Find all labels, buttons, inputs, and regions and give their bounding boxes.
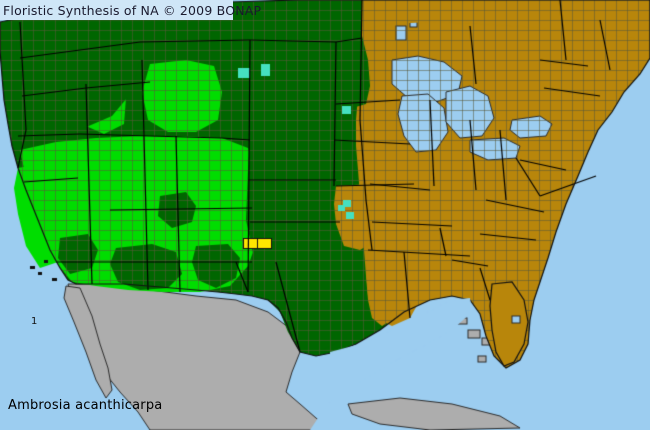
map-title-banner: Floristic Synthesis of NA © 2009 BONAP	[0, 0, 261, 20]
species-name-label: Ambrosia acanthicarpa	[8, 398, 163, 413]
map-title-text: Floristic Synthesis of NA © 2009 BONAP	[3, 2, 262, 18]
ocean-marker-label: 1	[31, 316, 38, 327]
